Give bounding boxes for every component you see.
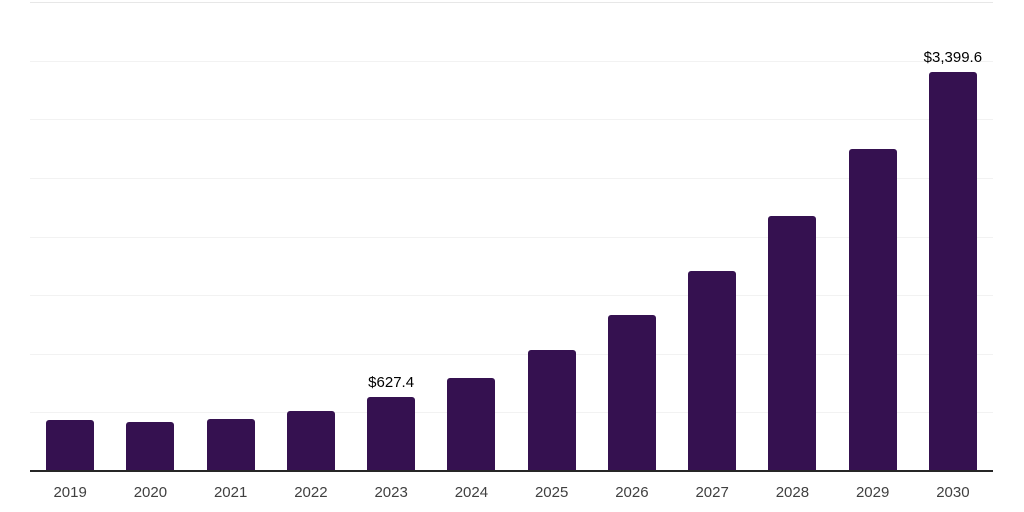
tick-label-2023: 2023	[374, 484, 408, 501]
gridline-1000	[30, 353, 993, 355]
bar-2020	[126, 422, 175, 471]
bars-row: $627.4 $3,399.6	[30, 2, 993, 471]
bar-slot-2026	[592, 2, 672, 471]
bar-slot-2021	[191, 2, 271, 471]
bar-slot-2029	[833, 2, 913, 471]
bar-2022	[286, 410, 335, 471]
gridline-2500	[30, 177, 993, 179]
bar-slot-2025	[512, 2, 592, 471]
bar-2025	[527, 350, 576, 471]
bar-slot-2028	[752, 2, 832, 471]
bar-slot-2020	[110, 2, 190, 471]
tick-label-2024: 2024	[454, 484, 489, 501]
x-axis-line	[30, 470, 993, 472]
bar-2027	[688, 271, 737, 471]
bar-2028	[768, 216, 817, 471]
bar-slot-2019	[30, 2, 110, 471]
bar-slot-2024	[431, 2, 511, 471]
tick-label-2022: 2022	[294, 484, 328, 501]
bar-slot-2027	[672, 2, 752, 471]
tick-label-2020: 2020	[133, 484, 168, 501]
bar-2030: $3,399.6	[924, 49, 982, 471]
gridline-3000	[30, 119, 993, 121]
plot-area: $627.4 $3,399.6	[30, 2, 993, 471]
tick-label-2030: 2030	[936, 484, 970, 501]
bar-slot-2022	[271, 2, 351, 471]
bar-slot-2030: $3,399.6	[913, 2, 993, 471]
gridline-500	[30, 412, 993, 414]
tick-label-2028: 2028	[775, 484, 810, 501]
data-label-2030: $3,399.6	[923, 49, 983, 67]
tick-label-2026: 2026	[615, 484, 649, 501]
bar-2019	[46, 419, 95, 471]
gridline-4000	[30, 2, 993, 3]
bar-2026	[607, 315, 656, 471]
tick-label-2025: 2025	[534, 484, 569, 501]
bar-2021	[206, 419, 255, 471]
bar-2029	[848, 149, 897, 471]
bar-2024	[447, 378, 496, 471]
gridline-3500	[30, 60, 993, 62]
tick-label-2027: 2027	[695, 484, 729, 501]
tick-label-2029: 2029	[855, 484, 890, 501]
x-axis-tick-labels: 2019 2020 2021 2022 2023 2024 2025 2026 2027 2028…	[30, 484, 993, 501]
tick-label-2019: 2019	[53, 484, 87, 501]
tick-label-2021: 2021	[213, 484, 248, 501]
bar-2023: $627.4	[367, 374, 416, 471]
gridline-1500	[30, 295, 993, 297]
bar-slot-2023: $627.4	[351, 2, 431, 471]
data-label-2023: $627.4	[368, 374, 415, 392]
gridline-2000	[30, 236, 993, 238]
